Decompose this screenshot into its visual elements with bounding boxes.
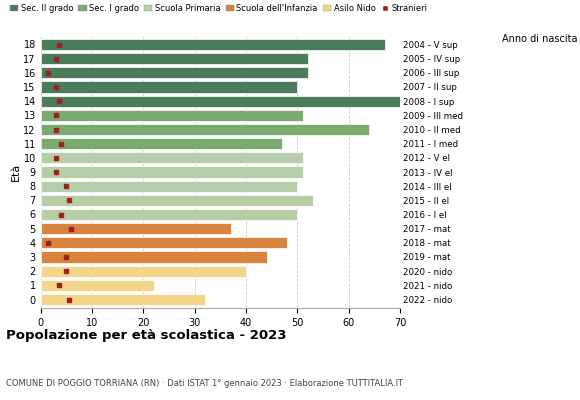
Bar [41,181,298,192]
Bar [41,124,369,135]
Bar [41,237,287,248]
Bar [41,152,303,163]
Bar [41,53,308,64]
Bar [41,39,385,50]
Bar [41,209,298,220]
Bar [41,252,267,262]
Y-axis label: Età: Età [10,163,20,181]
Bar [41,280,154,291]
Bar [41,82,298,92]
Bar [41,195,313,206]
Bar [41,138,282,149]
Bar [41,67,308,78]
Text: Anno di nascita: Anno di nascita [502,34,577,44]
Legend: Sec. II grado, Sec. I grado, Scuola Primaria, Scuola dell'Infanzia, Asilo Nido, : Sec. II grado, Sec. I grado, Scuola Prim… [10,4,427,13]
Text: COMUNE DI POGGIO TORRIANA (RN) · Dati ISTAT 1° gennaio 2023 · Elaborazione TUTTI: COMUNE DI POGGIO TORRIANA (RN) · Dati IS… [6,379,403,388]
Bar [41,294,205,305]
Bar [41,166,303,178]
Bar [41,266,246,277]
Bar [41,223,231,234]
Bar [41,96,400,107]
Text: Popolazione per età scolastica - 2023: Popolazione per età scolastica - 2023 [6,329,287,342]
Bar [41,110,303,121]
